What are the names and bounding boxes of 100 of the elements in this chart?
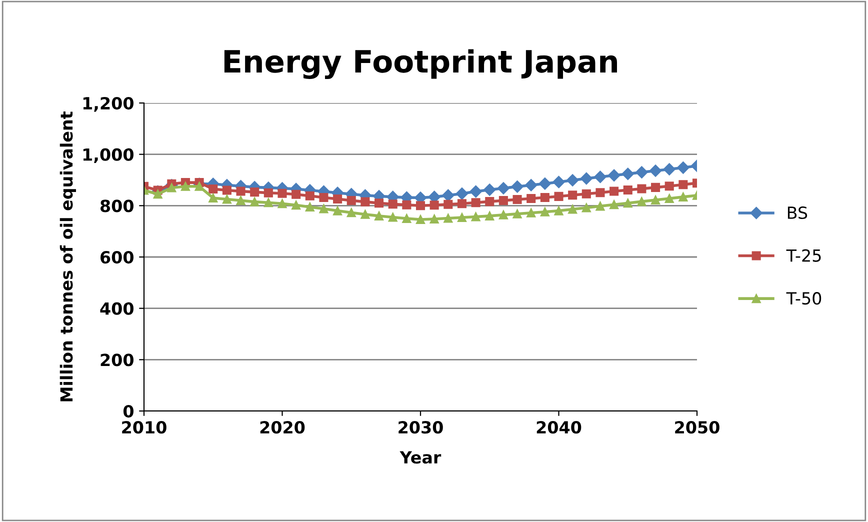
- point: [677, 162, 690, 174]
- point: [360, 210, 370, 219]
- point: [278, 199, 287, 208]
- point: [305, 202, 314, 212]
- point: [278, 188, 287, 198]
- point: [319, 204, 328, 214]
- x-tick-label: 2010: [122, 421, 166, 434]
- legend-label: T-50: [786, 292, 822, 305]
- point: [236, 196, 246, 206]
- point: [678, 180, 688, 190]
- point: [538, 177, 552, 190]
- point: [319, 192, 328, 202]
- point: [552, 176, 565, 188]
- y-tick-label: 400: [100, 302, 134, 315]
- point: [497, 182, 510, 194]
- point: [360, 197, 370, 206]
- legend-label: T-25: [786, 249, 821, 262]
- point: [664, 182, 674, 191]
- point: [623, 198, 632, 208]
- point: [444, 200, 453, 209]
- point: [456, 188, 468, 200]
- point: [292, 200, 301, 210]
- legend-label: BS: [788, 206, 808, 220]
- x-tick-label: 2050: [675, 421, 720, 434]
- point: [636, 166, 648, 178]
- point: [664, 194, 674, 203]
- point: [208, 193, 218, 202]
- point: [292, 190, 301, 199]
- point: [333, 194, 342, 204]
- point: [180, 182, 190, 191]
- point: [566, 174, 579, 186]
- point: [208, 184, 218, 194]
- point: [402, 214, 412, 224]
- x-axis-title: Year: [400, 451, 442, 464]
- point: [471, 212, 480, 222]
- point: [525, 179, 538, 192]
- point: [610, 186, 619, 196]
- point: [582, 203, 591, 212]
- point: [663, 163, 676, 176]
- y-tick-label: 600: [100, 250, 134, 264]
- point: [608, 169, 620, 182]
- point: [568, 204, 578, 214]
- point: [622, 168, 634, 180]
- point: [388, 212, 398, 222]
- point: [580, 172, 592, 185]
- point: [651, 182, 660, 192]
- point: [637, 184, 646, 194]
- point: [568, 190, 578, 200]
- point: [194, 182, 204, 191]
- point: [346, 196, 356, 206]
- point: [222, 194, 232, 204]
- point: [167, 183, 176, 192]
- y-axis-title: Million tonnes of oil equivalent: [60, 112, 76, 402]
- point: [540, 192, 550, 202]
- point: [594, 170, 606, 184]
- point: [637, 197, 646, 206]
- point: [678, 192, 688, 202]
- point: [388, 200, 398, 209]
- point: [416, 201, 426, 210]
- point: [554, 192, 564, 201]
- point: [554, 206, 564, 216]
- point: [498, 196, 508, 206]
- point: [485, 211, 494, 220]
- y-tick-label: 1,000: [83, 148, 134, 164]
- point: [305, 191, 314, 200]
- point: [484, 184, 496, 196]
- y-tick-label: 200: [100, 354, 134, 366]
- point: [485, 197, 494, 206]
- point: [512, 194, 522, 204]
- point: [471, 198, 480, 208]
- y-tick-label: 1,200: [83, 96, 134, 112]
- chart-title: Energy Footprint Japan: [224, 49, 617, 80]
- point: [346, 208, 356, 218]
- point: [526, 208, 536, 218]
- point: [457, 212, 466, 222]
- point: [623, 185, 632, 195]
- point: [153, 190, 162, 199]
- point: [649, 164, 662, 177]
- point: [596, 202, 605, 211]
- point: [457, 199, 466, 208]
- x-tick-label: 2020: [260, 421, 305, 434]
- point: [333, 206, 342, 216]
- point: [582, 189, 591, 198]
- point: [264, 198, 273, 208]
- point: [222, 186, 232, 195]
- point: [264, 188, 273, 198]
- point: [374, 211, 384, 220]
- point: [250, 188, 260, 197]
- point: [430, 200, 439, 210]
- point: [374, 198, 384, 208]
- point: [610, 200, 619, 210]
- y-tick-label: 0: [123, 404, 134, 418]
- point: [512, 209, 522, 218]
- point: [511, 180, 524, 193]
- point: [444, 214, 453, 223]
- point: [416, 215, 426, 224]
- point: [250, 197, 260, 206]
- point: [430, 214, 439, 224]
- point: [442, 189, 454, 202]
- point: [596, 188, 605, 198]
